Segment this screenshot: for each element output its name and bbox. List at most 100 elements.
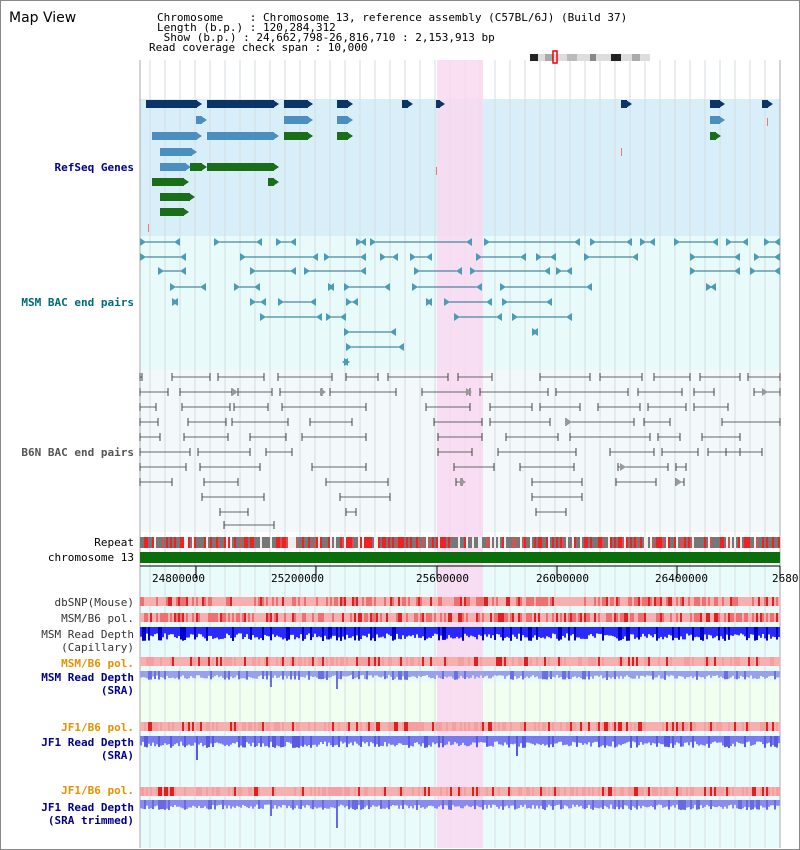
msm-b6-pol-sra-strip <box>450 657 452 666</box>
jf1-read-depth-sra-bar <box>418 736 420 745</box>
msm-read-depth-sra-bar <box>580 671 582 679</box>
msm-b6-pol-sra-strip <box>504 657 506 666</box>
track-label-msm-read-depth-cap[interactable]: MSM Read Depth <box>41 628 134 641</box>
dbsnp-strip <box>464 597 466 606</box>
jf1-read-depth-trim-bar <box>402 800 404 810</box>
msm-b6-pol-sra-strip <box>144 657 146 666</box>
track-label-jf1-read-depth-trim[interactable]: JF1 Read Depth <box>41 801 134 814</box>
jf1-read-depth-trim-bar <box>226 800 228 809</box>
jf1-b6-pol-strip <box>618 722 620 731</box>
dbsnp-strip <box>506 597 508 606</box>
msm-read-depth-sra-bar <box>670 671 672 676</box>
track-label-jf1-b6-pol-2[interactable]: JF1/B6 pol. <box>61 784 134 797</box>
msm-read-depth-sra-bar <box>216 671 218 676</box>
jf1-b6-pol-strip <box>240 722 242 731</box>
msm-b6-pol-sra-strip <box>470 657 472 666</box>
jf1-b6-pol-strip <box>264 722 266 731</box>
msm-read-depth-sra-bar <box>366 671 368 680</box>
jf1-read-depth-sra-bar <box>400 736 402 744</box>
jf1-b6-pol-strip <box>306 722 308 731</box>
jf1-read-depth-trim-bar <box>388 800 390 810</box>
jf1-read-depth-trim-bar <box>234 800 236 808</box>
msm-b6-pol-sra-strip <box>646 657 648 666</box>
dbsnp-strip <box>562 597 564 606</box>
track-label-b6n-bac[interactable]: B6N BAC end pairs <box>21 446 134 459</box>
msm-read-depth-sra-bar <box>416 671 418 679</box>
msm-read-depth-cap-bar <box>364 627 366 636</box>
bac-end-marker <box>584 253 590 261</box>
msm-read-depth-cap-bar <box>334 627 336 636</box>
repeat-element <box>538 537 540 548</box>
jf1-b6-pol-strip <box>718 722 720 731</box>
jf1-read-depth-trim-bar <box>318 800 320 808</box>
msm-read-depth-cap-bar <box>410 627 412 637</box>
msm-b6-pol-sra-strip <box>728 657 730 666</box>
dbsnp-strip <box>476 597 478 606</box>
dbsnp-strip <box>456 597 458 606</box>
jf1-b6-pol-strip <box>764 722 766 731</box>
track-label-refseq[interactable]: RefSeq Genes <box>54 161 134 174</box>
jf1-read-depth-trim-bar <box>648 800 650 807</box>
msm-read-depth-sra-bar <box>648 671 650 676</box>
msm-read-depth-cap-bar <box>282 627 284 640</box>
repeat-element <box>426 537 428 548</box>
msm-read-depth-cap-bar <box>498 627 500 635</box>
jf1-read-depth-sra-bar <box>198 736 200 745</box>
msm-read-depth-cap-bar <box>532 627 534 638</box>
msm-b6-pol-sra-strip <box>592 657 594 666</box>
jf1-b6-pol-strip <box>560 722 562 731</box>
msm-read-depth-cap-bar <box>404 627 406 639</box>
repeat-element <box>756 537 758 548</box>
msm-b6-pol-strip <box>568 613 570 622</box>
repeat-element <box>580 537 582 548</box>
msm-b6-pol-sra-strip <box>336 657 338 666</box>
jf1-read-depth-trim-bar <box>508 800 510 809</box>
jf1-b6-pol-2-strip <box>436 787 438 796</box>
dbsnp-strip <box>658 597 660 606</box>
repeat-element <box>700 537 702 548</box>
repeat-element <box>616 537 618 548</box>
jf1-read-depth-sra-bar <box>716 736 718 743</box>
dbsnp-strip <box>302 597 304 606</box>
track-label-msm-b6-pol-sra[interactable]: MSM/B6 pol. <box>61 657 134 670</box>
dbsnp-strip <box>440 597 442 606</box>
bac-end-marker <box>456 267 462 275</box>
msm-b6-pol-strip <box>180 613 182 622</box>
msm-b6-pol-strip <box>684 613 686 622</box>
jf1-b6-pol-2-strip <box>470 787 472 796</box>
track-label-jf1-read-depth-sra[interactable]: JF1 Read Depth <box>41 736 134 749</box>
repeat-element <box>452 537 454 548</box>
dbsnp-strip <box>370 597 372 606</box>
jf1-read-depth-trim-bar <box>352 800 354 810</box>
msm-b6-pol-sra-strip <box>308 657 310 666</box>
track-label-msm-bac[interactable]: MSM BAC end pairs <box>21 296 134 309</box>
jf1-b6-pol-strip <box>768 722 770 731</box>
repeat-element <box>772 537 774 548</box>
dbsnp-strip <box>532 597 534 606</box>
track-label-msm-b6-pol[interactable]: MSM/B6 pol. <box>61 612 134 625</box>
jf1-read-depth-sra-bar <box>686 736 688 743</box>
msm-read-depth-sra-bar <box>560 671 562 677</box>
dbsnp-strip <box>168 597 170 606</box>
msm-b6-pol-sra-strip <box>482 657 484 666</box>
bac-end-marker <box>312 253 318 261</box>
jf1-read-depth-trim-bar <box>186 800 188 809</box>
track-label-dbsnp[interactable]: dbSNP(Mouse) <box>54 596 134 609</box>
jf1-b6-pol-2-strip <box>226 787 228 796</box>
jf1-read-depth-sra-bar <box>706 736 708 744</box>
dbsnp-strip <box>490 597 492 606</box>
repeat-element <box>680 537 682 548</box>
msm-read-depth-sra-bar <box>224 671 226 680</box>
msm-b6-pol-strip <box>474 613 476 622</box>
repeat-element <box>168 537 170 548</box>
msm-b6-pol-strip <box>330 613 332 622</box>
msm-b6-pol-strip <box>366 613 368 622</box>
jf1-read-depth-sra-bar <box>726 736 728 747</box>
track-label-jf1-b6-pol[interactable]: JF1/B6 pol. <box>61 721 134 734</box>
msm-b6-pol-sra-strip <box>462 657 464 666</box>
track-label-msm-read-depth-sra[interactable]: MSM Read Depth <box>41 671 134 684</box>
msm-read-depth-cap-bar <box>426 627 428 639</box>
jf1-b6-pol-2-strip <box>762 787 764 796</box>
gene-strand-arrow <box>189 193 195 201</box>
